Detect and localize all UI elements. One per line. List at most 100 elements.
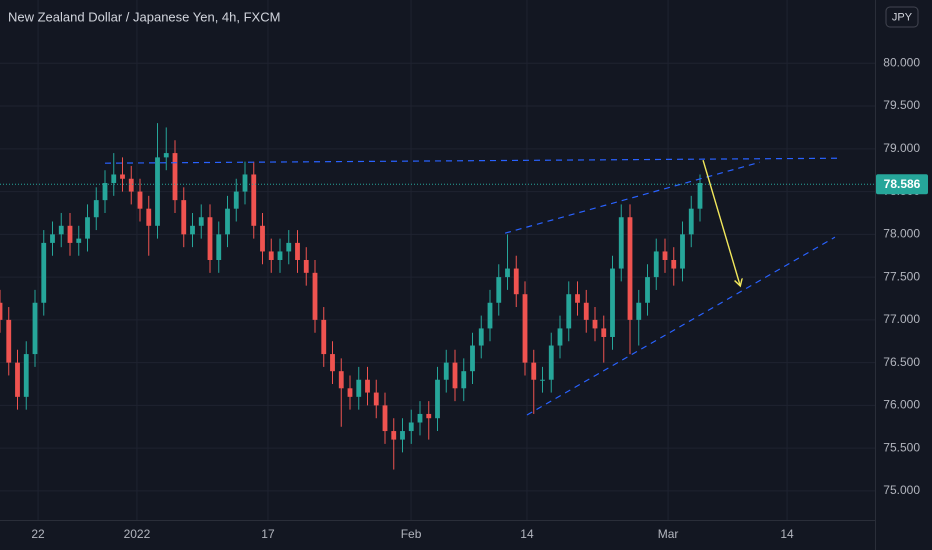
- candle-body: [575, 294, 580, 303]
- plot-area: [0, 123, 875, 470]
- trend-line: [104, 157, 841, 164]
- x-tick-label: Feb: [401, 527, 422, 541]
- x-tick-label: Mar: [658, 527, 679, 541]
- candle-body: [583, 302, 589, 320]
- candle-body: [93, 200, 99, 218]
- candle-body: [0, 302, 3, 320]
- candle-body: [662, 251, 668, 260]
- candle-body: [347, 388, 353, 397]
- candle-body: [32, 302, 38, 355]
- candle-body: [496, 277, 502, 303]
- candle-body: [216, 234, 222, 260]
- candle-body: [6, 319, 12, 363]
- y-tick-label: 75.000: [883, 483, 920, 497]
- candle-body: [76, 238, 82, 243]
- candle-body: [356, 379, 362, 397]
- candle-body: [636, 302, 642, 320]
- candle-body: [251, 174, 257, 226]
- trend-line: [526, 236, 836, 416]
- y-tick-label: 79.500: [883, 98, 920, 112]
- candle-body: [697, 183, 703, 209]
- y-tick-label: 78.000: [883, 227, 920, 241]
- candle-body: [58, 225, 64, 235]
- candle-body: [181, 200, 187, 235]
- currency-label[interactable]: JPY: [892, 11, 913, 23]
- candle-body: [470, 345, 475, 372]
- candle-body: [321, 319, 327, 355]
- grid: [0, 0, 875, 520]
- candle-body: [417, 413, 423, 423]
- candle-body: [260, 225, 265, 252]
- candle-body: [172, 153, 178, 201]
- candle-body: [540, 379, 545, 381]
- candle-body: [15, 362, 20, 397]
- candle-body: [50, 234, 55, 243]
- last-price-box: [876, 174, 928, 195]
- candle-body: [338, 371, 344, 389]
- candle-body: [330, 354, 335, 372]
- y-tick-label: 79.000: [883, 141, 920, 155]
- x-tick-label: 2022: [124, 527, 151, 541]
- candle-body: [610, 268, 615, 337]
- candle-body: [513, 268, 519, 295]
- candle-body: [41, 242, 47, 303]
- candle-body: [557, 328, 563, 346]
- candle-body: [461, 371, 467, 389]
- x-tick-label: 14: [520, 527, 534, 541]
- candle-body: [688, 208, 694, 235]
- x-tick-label: 22: [31, 527, 45, 541]
- candle-body: [286, 242, 292, 252]
- y-tick-label: 76.000: [883, 398, 920, 412]
- candle-body: [207, 217, 213, 260]
- candle-body: [435, 379, 440, 419]
- candle-body: [627, 217, 633, 320]
- y-tick-label: 77.000: [883, 312, 920, 326]
- trend-line: [504, 161, 761, 234]
- candle-body: [233, 191, 239, 209]
- arrow-drawing: [702, 159, 740, 285]
- candle-body: [268, 251, 274, 260]
- candle-body: [303, 260, 309, 273]
- candle-body: [487, 302, 493, 329]
- candle-body: [671, 260, 677, 269]
- candle-body: [522, 294, 528, 363]
- candle-body: [242, 174, 248, 192]
- candle-body: [391, 431, 397, 440]
- candle-body: [566, 294, 572, 329]
- last-price-label: 78.586: [884, 177, 921, 191]
- candle-body: [163, 153, 169, 158]
- candle-body: [531, 362, 537, 380]
- candle-body: [373, 392, 379, 406]
- candle-body: [198, 217, 204, 226]
- candle-body: [653, 251, 659, 278]
- candle-body: [680, 234, 685, 269]
- candle-body: [85, 217, 90, 239]
- candle-body: [618, 217, 624, 269]
- candle-body: [645, 277, 650, 303]
- candle-body: [601, 328, 607, 337]
- candle-body: [146, 208, 152, 226]
- candle-body: [120, 174, 125, 179]
- candle-body: [505, 268, 510, 278]
- candle-body: [295, 242, 300, 260]
- candle-body: [67, 225, 73, 243]
- x-tick-label: 17: [261, 527, 275, 541]
- candle-body: [426, 413, 432, 419]
- x-tick-label: 14: [780, 527, 794, 541]
- candle-body: [128, 178, 134, 192]
- candle-body: [225, 208, 230, 235]
- candle-body: [452, 362, 458, 389]
- candle-body: [400, 431, 405, 440]
- candle-body: [155, 157, 160, 226]
- currency-badge[interactable]: [885, 6, 919, 28]
- y-tick-label: 80.000: [883, 55, 920, 69]
- candle-body: [548, 345, 554, 380]
- candle-body: [382, 405, 388, 432]
- chart-title: New Zealand Dollar / Japanese Yen, 4h, F…: [8, 9, 280, 24]
- candle-body: [23, 354, 29, 397]
- candle-body: [408, 422, 414, 432]
